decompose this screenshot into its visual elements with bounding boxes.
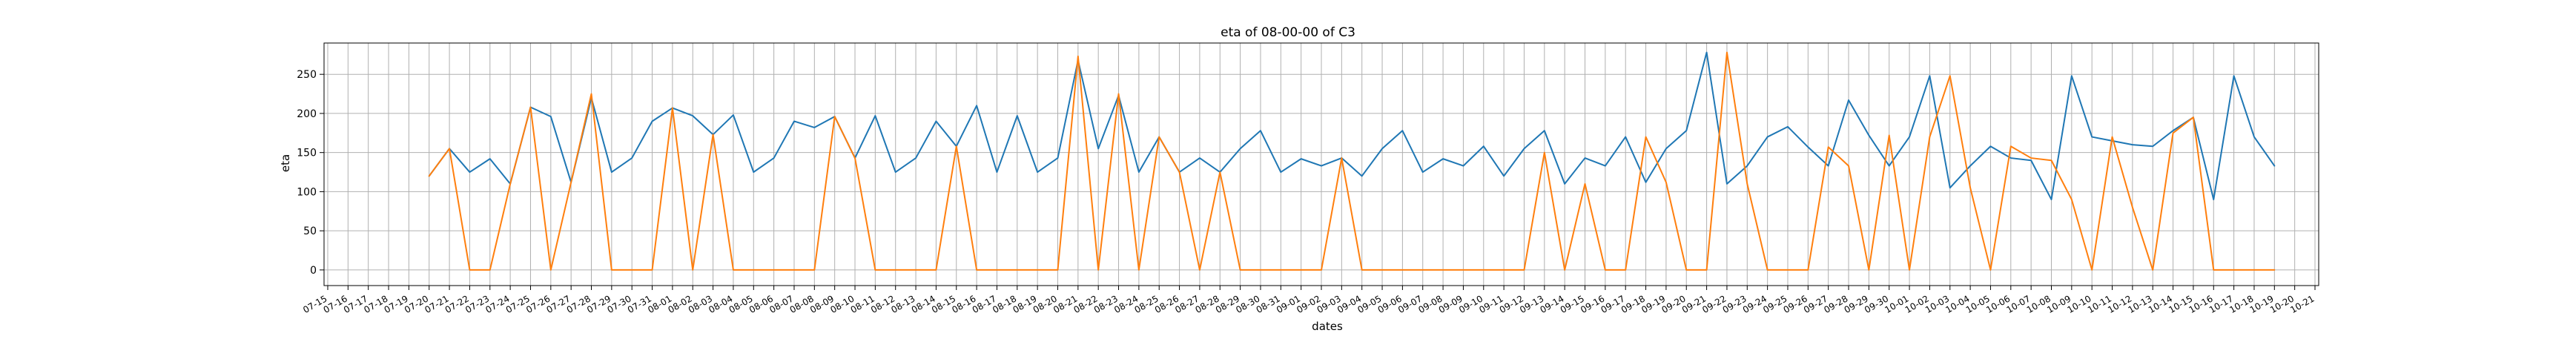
- y-axis-label: eta: [279, 154, 292, 172]
- y-tick-label: 100: [297, 186, 317, 198]
- x-axis-label: dates: [1312, 320, 1343, 333]
- chart-title: eta of 08-00-00 of C3: [1221, 25, 1355, 40]
- y-tick-label: 0: [310, 265, 317, 277]
- y-tick-label: 150: [297, 148, 317, 159]
- series-line-2: [428, 51, 2276, 271]
- series-layer: [428, 51, 2276, 271]
- y-tick-label: 50: [303, 225, 317, 237]
- y-tick-label: 200: [297, 108, 317, 120]
- y-tick-label: 250: [297, 69, 317, 81]
